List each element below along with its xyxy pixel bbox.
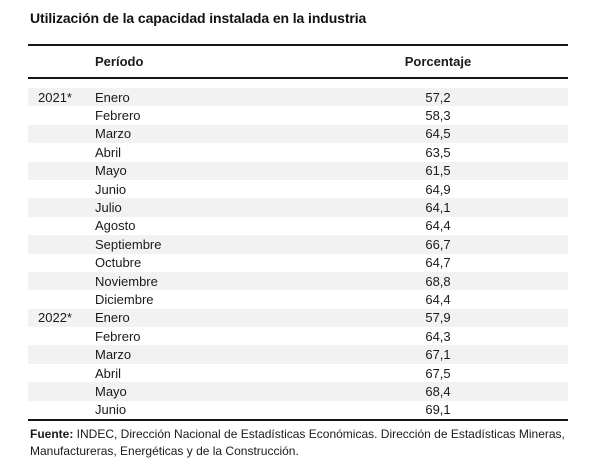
percentage-cell: 64,3 (425, 328, 451, 344)
period-cell: Marzo (95, 347, 132, 363)
period-cell: Diciembre (95, 291, 154, 307)
column-header-percentage: Porcentaje (404, 54, 472, 69)
percentage-cell: 64,4 (425, 291, 451, 307)
period-cell: Abril (95, 365, 122, 381)
percentage-cell: 67,1 (425, 347, 451, 363)
percentage-cell: 58,3 (425, 108, 451, 124)
year-cell: 2022* (38, 310, 72, 326)
table-row: Febrero 64,3 (28, 327, 568, 345)
percentage-cell: 57,2 (425, 89, 451, 105)
table-title: Utilización de la capacidad instalada en… (30, 10, 367, 26)
year-cell: 2021* (38, 89, 72, 105)
capacity-utilization-table: Período Porcentaje 2021* Enero 57,2 Febr… (28, 44, 568, 422)
period-cell: Junio (95, 181, 127, 197)
table-row: Mayo 61,5 (28, 161, 568, 180)
table-row: Marzo 64,5 (28, 124, 568, 144)
percentage-cell: 61,5 (425, 163, 451, 179)
table-row: Diciembre 64,4 (28, 290, 568, 308)
percentage-cell: 64,7 (425, 255, 451, 271)
table-row: Mayo 68,4 (28, 382, 568, 401)
table-row: 2022* Enero 57,9 (28, 308, 568, 328)
percentage-cell: 66,7 (425, 236, 451, 252)
period-cell: Enero (95, 310, 130, 326)
period-cell: Mayo (95, 383, 127, 399)
percentage-cell: 67,5 (425, 365, 451, 381)
percentage-cell: 69,1 (425, 402, 451, 418)
period-cell: Enero (95, 89, 130, 105)
source-note: Fuente: INDEC, Dirección Nacional de Est… (30, 426, 574, 459)
period-cell: Octubre (95, 255, 142, 271)
period-cell: Febrero (95, 328, 141, 344)
period-cell: Noviembre (95, 273, 158, 289)
period-cell: Mayo (95, 163, 127, 179)
percentage-cell: 63,5 (425, 144, 451, 160)
table-row: Abril 67,5 (28, 364, 568, 382)
source-label: Fuente: (30, 427, 74, 441)
source-text: INDEC, Dirección Nacional de Estadística… (30, 427, 565, 458)
table-header-row: Período Porcentaje (28, 44, 568, 79)
period-cell: Julio (95, 200, 122, 216)
period-cell: Febrero (95, 108, 141, 124)
percentage-cell: 68,4 (425, 383, 451, 399)
period-cell: Junio (95, 402, 127, 418)
table-row: Agosto 64,4 (28, 217, 568, 235)
period-cell: Septiembre (95, 236, 162, 252)
table-row: 2021* Enero 57,2 (28, 88, 568, 107)
column-header-period: Período (95, 54, 144, 69)
percentage-cell: 64,9 (425, 181, 451, 197)
period-cell: Abril (95, 144, 122, 160)
percentage-cell: 64,5 (425, 126, 451, 142)
period-cell: Marzo (95, 126, 132, 142)
table-row: Julio 64,1 (28, 198, 568, 217)
table-row: Febrero 58,3 (28, 106, 568, 124)
table-row: Septiembre 66,7 (28, 235, 568, 254)
table-row: Octubre 64,7 (28, 254, 568, 272)
percentage-cell: 57,9 (425, 310, 451, 326)
table-row: Junio 69,1 (28, 401, 568, 419)
table-row: Junio 64,9 (28, 180, 568, 198)
period-cell: Agosto (95, 218, 136, 234)
table-row: Noviembre 68,8 (28, 271, 568, 291)
table-row: Marzo 67,1 (28, 345, 568, 364)
table-body: 2021* Enero 57,2 Febrero 58,3 Marzo 64,5… (28, 79, 568, 422)
table-row: Abril 63,5 (28, 143, 568, 161)
percentage-cell: 68,8 (425, 273, 451, 289)
percentage-cell: 64,4 (425, 218, 451, 234)
percentage-cell: 64,1 (425, 200, 451, 216)
